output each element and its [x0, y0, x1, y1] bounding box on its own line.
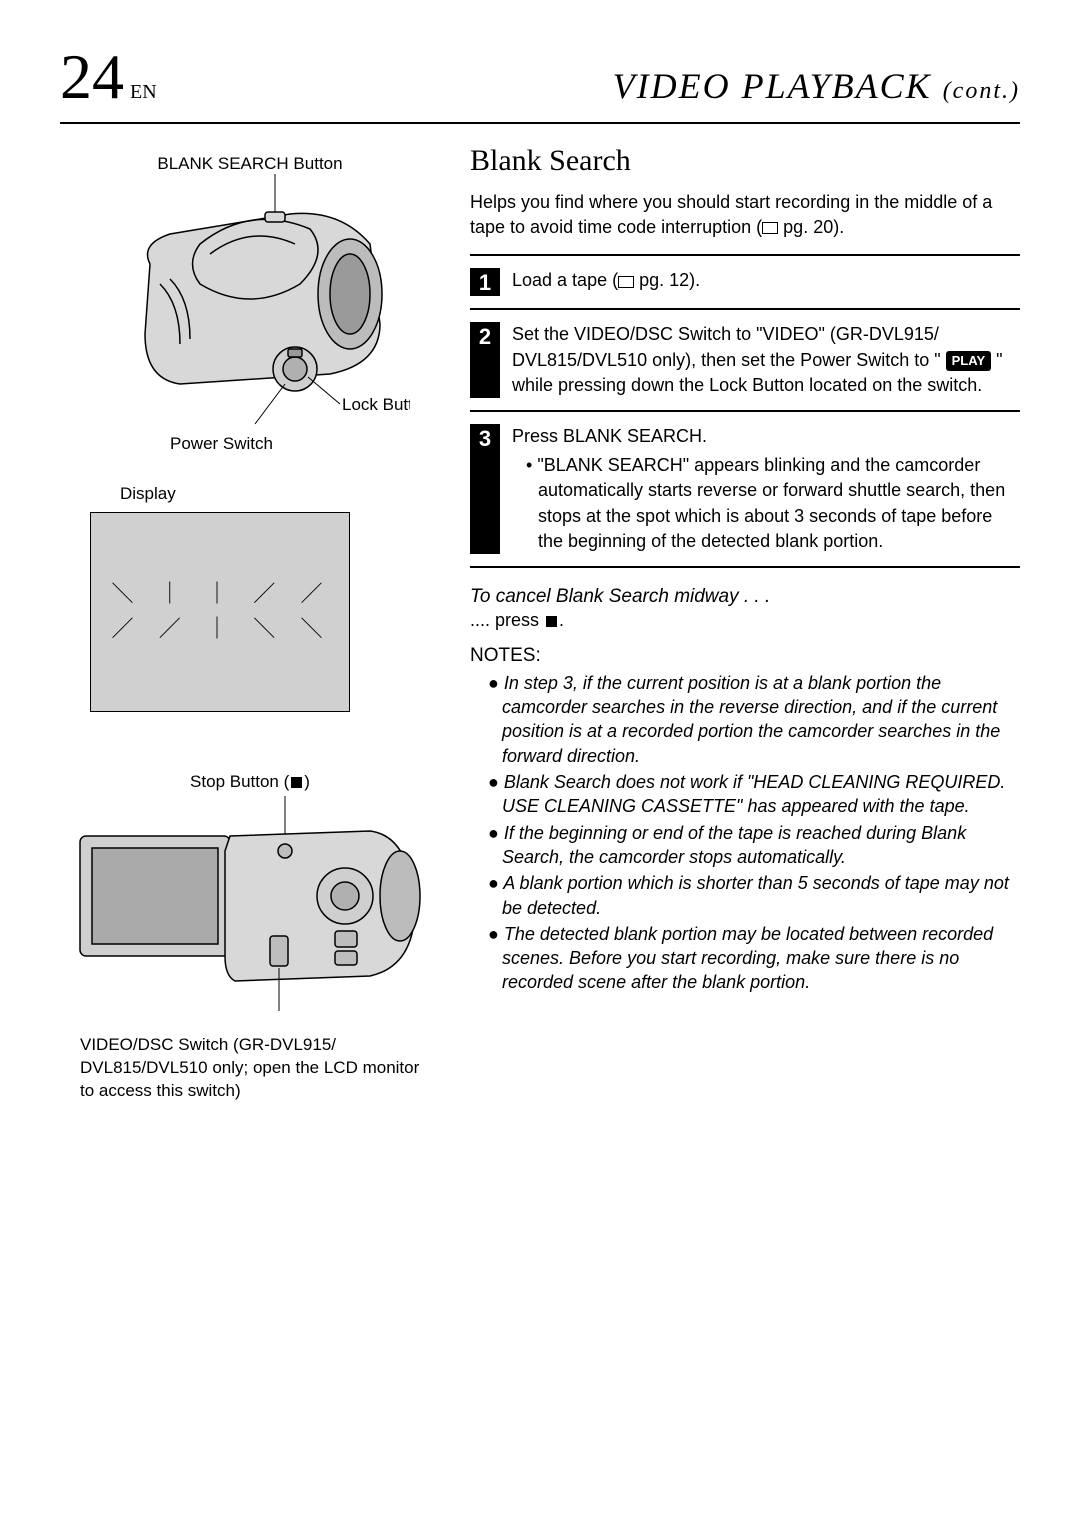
note-item: ● A blank portion which is shorter than …: [488, 871, 1020, 920]
note-4: A blank portion which is shorter than 5 …: [502, 873, 1009, 917]
cancel-heading: To cancel Blank Search midway . . .: [470, 586, 1020, 608]
note-item: ● In step 3, if the current position is …: [488, 671, 1020, 768]
intro-a: Helps you find where you should start re…: [470, 192, 992, 237]
step-3-bullet: • "BLANK SEARCH" appears blinking and th…: [526, 453, 1020, 554]
camera-top-svg: Lock Button: [90, 174, 410, 454]
step-1-b: pg. 12).: [634, 270, 700, 290]
step-1: 1 Load a tape ( pg. 12).: [470, 256, 1020, 310]
camera-illustration-top: Lock Button: [60, 174, 440, 454]
step-1-a: Load a tape (: [512, 270, 618, 290]
note-2: Blank Search does not work if "HEAD CLEA…: [502, 772, 1005, 816]
stop-icon: [291, 777, 302, 788]
blink-row-1: ＼ ｜ ｜ ／ ／: [112, 577, 329, 612]
blink-indicator: ＼ ｜ ｜ ／ ／ ／ ／ ｜ ＼ ＼: [112, 577, 329, 647]
cancel-a: .... press: [470, 610, 544, 630]
blank-search-heading: Blank Search: [470, 144, 1020, 178]
step-2-a: Set the VIDEO/DSC Switch to "VIDEO" (GR-…: [512, 324, 946, 369]
page-header: 24 EN VIDEO PLAYBACK (cont.): [60, 40, 1020, 124]
step-2-body: Set the VIDEO/DSC Switch to "VIDEO" (GR-…: [512, 322, 1020, 398]
step-3-bullets: • "BLANK SEARCH" appears blinking and th…: [512, 453, 1020, 554]
camera-bottom-svg: [70, 796, 430, 1026]
blank-search-button-label: BLANK SEARCH Button: [60, 154, 440, 174]
step-2: 2 Set the VIDEO/DSC Switch to "VIDEO" (G…: [470, 310, 1020, 412]
step-1-num: 1: [470, 268, 500, 296]
step-3-body: Press BLANK SEARCH. • "BLANK SEARCH" app…: [512, 424, 1020, 554]
page-ref-icon: [618, 276, 634, 288]
notes-heading: NOTES:: [470, 645, 1020, 667]
right-column: Blank Search Helps you find where you sh…: [470, 144, 1020, 1103]
section-title: VIDEO PLAYBACK (cont.): [613, 65, 1020, 107]
display-screen: ＼ ｜ ｜ ／ ／ ／ ／ ｜ ＼ ＼: [90, 512, 350, 712]
page-number: 24 EN: [60, 40, 157, 114]
cancel-b: .: [559, 610, 564, 630]
intro-b: pg. 20).: [778, 217, 844, 237]
section-title-text: VIDEO PLAYBACK: [613, 66, 932, 106]
note-3: If the beginning or end of the tape is r…: [502, 823, 966, 867]
play-badge: PLAY: [946, 351, 991, 371]
note-5: The detected blank portion may be locate…: [502, 924, 993, 993]
page-ref-icon: [762, 222, 778, 234]
step-1-body: Load a tape ( pg. 12).: [512, 268, 1020, 296]
note-item: ● The detected blank portion may be loca…: [488, 922, 1020, 995]
page-number-value: 24: [60, 40, 124, 114]
blink-row-2: ／ ／ ｜ ＼ ＼: [112, 612, 329, 647]
page-lang: EN: [130, 81, 157, 104]
note-item: ● Blank Search does not work if "HEAD CL…: [488, 770, 1020, 819]
note-item: ● If the beginning or end of the tape is…: [488, 821, 1020, 870]
section-cont: (cont.): [943, 78, 1020, 104]
left-column: BLANK SEARCH Button: [60, 144, 440, 1103]
step-3-num: 3: [470, 424, 500, 554]
lock-button-label-svg: Lock Button: [342, 395, 410, 414]
stop-icon: [546, 616, 557, 627]
step-3-bullet-text: "BLANK SEARCH" appears blinking and the …: [537, 455, 1005, 551]
display-label: Display: [60, 484, 440, 504]
video-dsc-caption: VIDEO/DSC Switch (GR-DVL915/ DVL815/DVL5…: [60, 1034, 440, 1103]
step-2-num: 2: [470, 322, 500, 398]
camera-illustration-bottom: Stop Button (): [60, 772, 440, 1103]
notes-list: ● In step 3, if the current position is …: [470, 671, 1020, 995]
stop-button-label: Stop Button (): [60, 772, 440, 792]
step-3: 3 Press BLANK SEARCH. • "BLANK SEARCH" a…: [470, 412, 1020, 568]
step-3-lead: Press BLANK SEARCH.: [512, 424, 1020, 449]
steps-list: 1 Load a tape ( pg. 12). 2 Set the VIDEO…: [470, 254, 1020, 568]
intro-text: Helps you find where you should start re…: [470, 190, 1020, 240]
note-1: In step 3, if the current position is at…: [502, 673, 1000, 766]
cancel-body: .... press .: [470, 610, 1020, 631]
